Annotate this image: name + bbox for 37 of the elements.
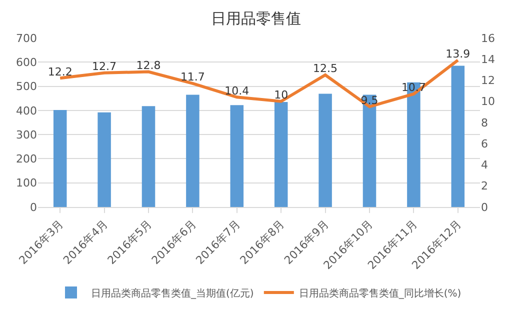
data-label: 12.7 xyxy=(92,60,117,74)
data-label: 12.8 xyxy=(136,59,161,72)
y2-tick-label: 4 xyxy=(481,158,488,172)
bar xyxy=(142,106,156,207)
y-tick-label: 0 xyxy=(30,200,37,214)
y2-tick-label: 16 xyxy=(481,32,495,45)
y-tick-label: 200 xyxy=(16,152,37,166)
bar xyxy=(362,94,376,207)
bar xyxy=(230,105,244,207)
y-tick-label: 100 xyxy=(16,176,37,190)
bar xyxy=(186,94,200,207)
data-label: 12.2 xyxy=(48,65,72,78)
y2-tick-label: 8 xyxy=(481,116,488,130)
y2-tick-label: 10 xyxy=(481,95,495,108)
legend-label: 日用品类商品零售类值_当期值(亿元) xyxy=(91,287,254,300)
data-label: 10 xyxy=(274,88,288,102)
legend-label: 日用品类商品零售类值_同比增长(%) xyxy=(298,287,462,300)
y2-tick-label: 2 xyxy=(481,180,488,193)
bar xyxy=(53,110,67,207)
bar xyxy=(274,102,288,207)
bar xyxy=(318,94,332,207)
y2-tick-label: 12 xyxy=(481,74,495,88)
y2-tick-label: 6 xyxy=(481,137,488,150)
y-tick-label: 400 xyxy=(16,104,37,118)
y2-tick-label: 0 xyxy=(481,200,488,214)
data-label: 13.9 xyxy=(446,47,470,60)
bar xyxy=(98,112,111,207)
bar xyxy=(451,66,465,207)
y-tick-label: 500 xyxy=(16,80,37,94)
y-tick-label: 700 xyxy=(16,32,37,45)
chart-title: 日用品零售值 xyxy=(211,9,301,28)
y-tick-label: 300 xyxy=(16,128,37,142)
data-label: 12.5 xyxy=(313,62,338,76)
y2-tick-label: 14 xyxy=(481,52,495,66)
data-label: 11.7 xyxy=(180,70,205,84)
y-tick-label: 600 xyxy=(16,56,37,69)
data-label: 10.4 xyxy=(224,84,250,98)
